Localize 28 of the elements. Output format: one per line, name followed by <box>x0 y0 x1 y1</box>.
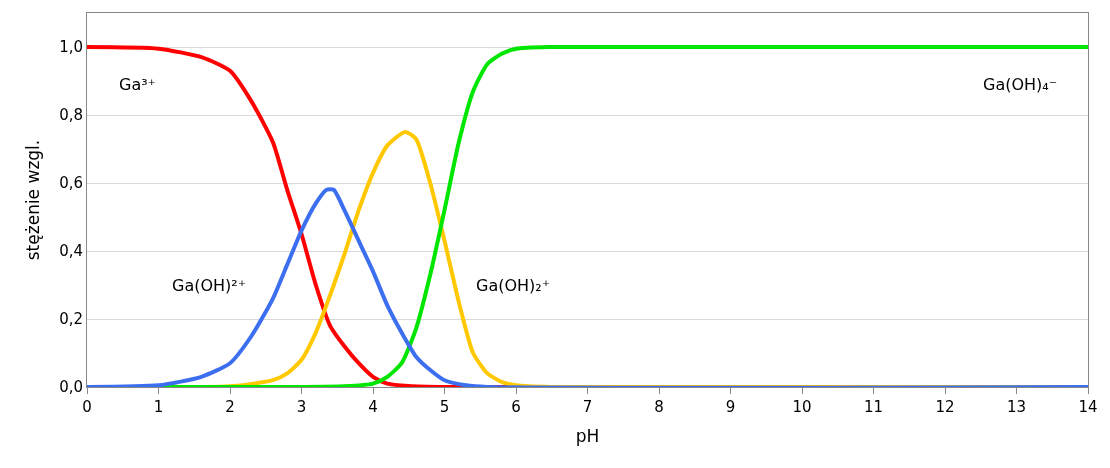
y-tick-label: 0,6 <box>59 174 83 193</box>
y-tick-label: 0,0 <box>59 378 83 397</box>
x-tick-label: 4 <box>368 398 378 416</box>
x-tick-label: 11 <box>863 398 884 416</box>
y-tick-label: 1,0 <box>59 38 83 57</box>
series-label: Ga(OH)²⁺ <box>172 276 247 295</box>
x-axis-title: pH <box>575 426 600 447</box>
x-tick-label: 3 <box>296 398 307 416</box>
x-tick-label: 8 <box>654 398 664 416</box>
x-tick-label: 6 <box>511 398 521 416</box>
y-tick-label: 0,8 <box>59 106 83 125</box>
y-axis-title: stężenie wzgl. <box>22 139 43 261</box>
x-tick-label: 12 <box>935 398 955 416</box>
x-tick-label: 1 <box>153 398 164 416</box>
x-tick-label: 13 <box>1006 398 1027 416</box>
x-tick-label: 14 <box>1078 398 1098 416</box>
x-tick-label: 0 <box>82 398 92 416</box>
x-tick-label: 7 <box>582 398 593 416</box>
series-label: Ga(OH)₄⁻ <box>983 75 1058 94</box>
line-series <box>87 187 1088 387</box>
y-tick-label: 0,4 <box>59 242 83 261</box>
x-tick-label: 5 <box>439 398 450 416</box>
y-tick-label: 0,2 <box>59 310 83 329</box>
x-tick-label: 2 <box>225 398 235 416</box>
series-label: Ga(OH)₂⁺ <box>476 276 551 295</box>
x-tick-label: 10 <box>792 398 812 416</box>
series-label: Ga³⁺ <box>119 75 157 94</box>
x-tick-label: 9 <box>725 398 736 416</box>
